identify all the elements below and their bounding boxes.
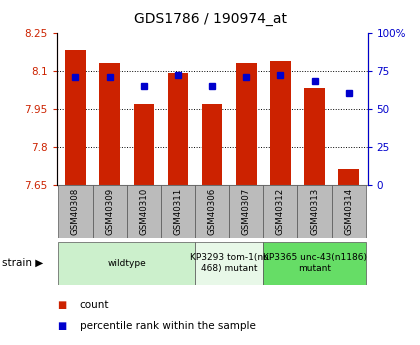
Bar bbox=[195, 241, 263, 285]
Text: GDS1786 / 190974_at: GDS1786 / 190974_at bbox=[134, 12, 286, 26]
Text: GSM40308: GSM40308 bbox=[71, 188, 80, 235]
Bar bbox=[100, 63, 120, 185]
Text: GSM40310: GSM40310 bbox=[139, 188, 148, 235]
Text: KP3365 unc-43(n1186)
mutant: KP3365 unc-43(n1186) mutant bbox=[262, 253, 367, 273]
Text: GSM40307: GSM40307 bbox=[242, 188, 251, 235]
Text: GSM40314: GSM40314 bbox=[344, 188, 353, 235]
Bar bbox=[304, 88, 325, 185]
Text: KP3293 tom-1(nu
468) mutant: KP3293 tom-1(nu 468) mutant bbox=[190, 253, 269, 273]
Bar bbox=[161, 185, 195, 238]
Text: percentile rank within the sample: percentile rank within the sample bbox=[80, 321, 256, 331]
Bar bbox=[202, 104, 222, 185]
Bar bbox=[270, 61, 291, 185]
Bar bbox=[195, 185, 229, 238]
Bar bbox=[168, 73, 188, 185]
Text: GSM40309: GSM40309 bbox=[105, 188, 114, 235]
Text: count: count bbox=[80, 300, 109, 310]
Text: GSM40313: GSM40313 bbox=[310, 188, 319, 235]
Bar bbox=[58, 241, 195, 285]
Bar bbox=[263, 185, 297, 238]
Bar bbox=[127, 185, 161, 238]
Bar bbox=[134, 104, 154, 185]
Text: wildtype: wildtype bbox=[108, 258, 146, 268]
Bar bbox=[339, 169, 359, 185]
Bar bbox=[236, 63, 257, 185]
Bar bbox=[263, 241, 366, 285]
Bar bbox=[332, 185, 366, 238]
Bar bbox=[229, 185, 263, 238]
Text: GSM40311: GSM40311 bbox=[173, 188, 182, 235]
Bar bbox=[58, 185, 92, 238]
Bar bbox=[297, 185, 332, 238]
Text: ■: ■ bbox=[57, 321, 66, 331]
Bar bbox=[65, 50, 86, 185]
Text: GSM40312: GSM40312 bbox=[276, 188, 285, 235]
Text: strain ▶: strain ▶ bbox=[2, 258, 43, 268]
Text: GSM40306: GSM40306 bbox=[207, 188, 217, 235]
Text: ■: ■ bbox=[57, 300, 66, 310]
Bar bbox=[92, 185, 127, 238]
